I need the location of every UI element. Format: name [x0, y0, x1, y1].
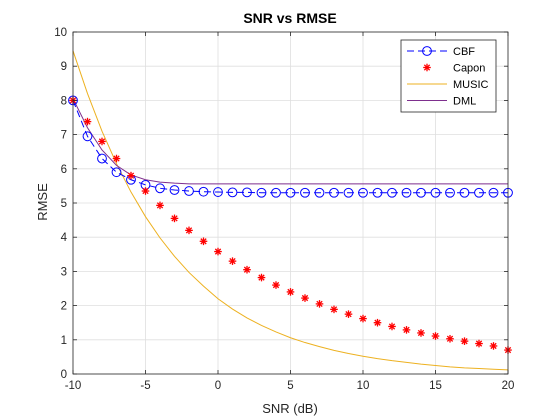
data-point-cbf [184, 186, 194, 196]
legend: CBF Capon MUSIC DML [400, 39, 497, 113]
data-point-capon [214, 247, 222, 256]
y-tick-label: 2 [61, 301, 67, 313]
data-point-cbf [198, 186, 209, 197]
data-point-capon [344, 310, 353, 318]
data-point-capon [127, 171, 135, 180]
data-point-capon [286, 288, 295, 296]
legend-box [400, 39, 497, 113]
series-dml [72, 98, 508, 185]
data-point-capon [475, 339, 483, 348]
series-capon [69, 96, 512, 354]
data-point-capon [301, 294, 309, 302]
data-point-capon [315, 300, 324, 308]
data-point-cbf [372, 187, 383, 198]
data-point-capon [228, 257, 237, 265]
data-point-cbf [416, 187, 426, 198]
data-point-capon [489, 342, 498, 350]
legend-entry-music: MUSIC [407, 79, 489, 91]
data-point-cbf [343, 187, 354, 198]
data-point-capon [388, 322, 396, 331]
data-point-capon [446, 334, 454, 343]
data-point-capon [243, 265, 251, 274]
x-tick-label: 0 [215, 380, 221, 392]
series-music [72, 50, 509, 371]
data-point-cbf [242, 187, 252, 198]
data-point-capon [417, 329, 425, 337]
legend-entry-capon: Capon [423, 63, 485, 75]
legend-marker-sample [422, 46, 432, 56]
data-point-cbf [459, 187, 470, 198]
data-point-capon [170, 214, 179, 223]
y-axis-label: RMSE [35, 183, 50, 221]
data-point-capon [460, 337, 469, 345]
series-line-dml [72, 98, 508, 185]
data-point-capon [141, 187, 150, 195]
data-point-cbf [227, 187, 238, 198]
data-point-capon [156, 201, 164, 210]
x-axis-label: SNR (dB) [262, 401, 318, 416]
data-point-cbf [329, 187, 339, 198]
data-point-cbf [474, 187, 484, 198]
series-line-music [72, 50, 509, 371]
x-tick-label: -5 [140, 380, 150, 392]
y-tick-label: 9 [61, 61, 67, 73]
data-point-capon [373, 318, 382, 327]
data-point-capon [112, 154, 121, 163]
data-point-cbf [97, 153, 107, 164]
y-tick-label: 10 [54, 27, 67, 39]
data-point-capon [83, 117, 92, 126]
x-tick-label: 15 [429, 380, 442, 392]
legend-label: Capon [453, 63, 485, 75]
series-cbf [68, 95, 513, 198]
y-tick-label: 5 [61, 198, 67, 210]
data-point-cbf [401, 187, 412, 198]
data-point-cbf [300, 187, 310, 198]
data-point-cbf [256, 187, 267, 198]
legend-label: MUSIC [453, 79, 489, 91]
data-point-capon [272, 281, 280, 289]
series-layer [68, 50, 513, 371]
data-point-capon [98, 137, 106, 146]
data-point-cbf [213, 187, 223, 197]
axis-ticks: -10 -5 0 5 10 15 20 0 1 2 3 4 5 6 7 8 9 10 [54, 27, 514, 392]
data-point-cbf [82, 131, 93, 142]
data-point-capon [431, 332, 440, 340]
y-tick-label: 6 [61, 164, 67, 176]
series-line-cbf [72, 100, 508, 194]
legend-marker-sample [423, 63, 431, 72]
data-point-cbf [111, 167, 122, 178]
data-point-capon [359, 314, 367, 323]
data-point-cbf [358, 187, 368, 198]
y-tick-label: 8 [61, 95, 67, 107]
y-tick-label: 3 [61, 266, 67, 278]
data-point-cbf [169, 185, 180, 195]
data-point-cbf [314, 187, 325, 198]
data-point-capon [330, 305, 338, 314]
x-tick-label: 10 [357, 380, 370, 392]
data-point-capon [402, 326, 411, 334]
data-point-cbf [445, 187, 455, 198]
chart-title: SNR vs RMSE [243, 10, 336, 26]
data-point-cbf [488, 187, 499, 198]
x-tick-label: -10 [65, 380, 82, 392]
data-point-cbf [271, 187, 281, 198]
legend-label: CBF [453, 46, 475, 58]
data-point-capon [185, 226, 193, 235]
legend-entry-dml: DML [407, 96, 476, 108]
y-tick-label: 1 [61, 335, 67, 347]
x-tick-label: 5 [287, 380, 293, 392]
data-point-cbf [430, 187, 441, 198]
y-tick-label: 7 [61, 130, 67, 142]
legend-label: DML [453, 96, 476, 108]
y-tick-label: 0 [61, 369, 67, 381]
data-point-cbf [155, 183, 165, 194]
legend-entry-cbf: CBF [407, 46, 475, 58]
data-point-cbf [387, 187, 397, 198]
data-point-capon [257, 273, 266, 282]
data-point-capon [199, 237, 208, 246]
y-tick-label: 4 [61, 232, 68, 244]
data-point-cbf [285, 187, 296, 198]
x-tick-label: 20 [502, 380, 515, 392]
